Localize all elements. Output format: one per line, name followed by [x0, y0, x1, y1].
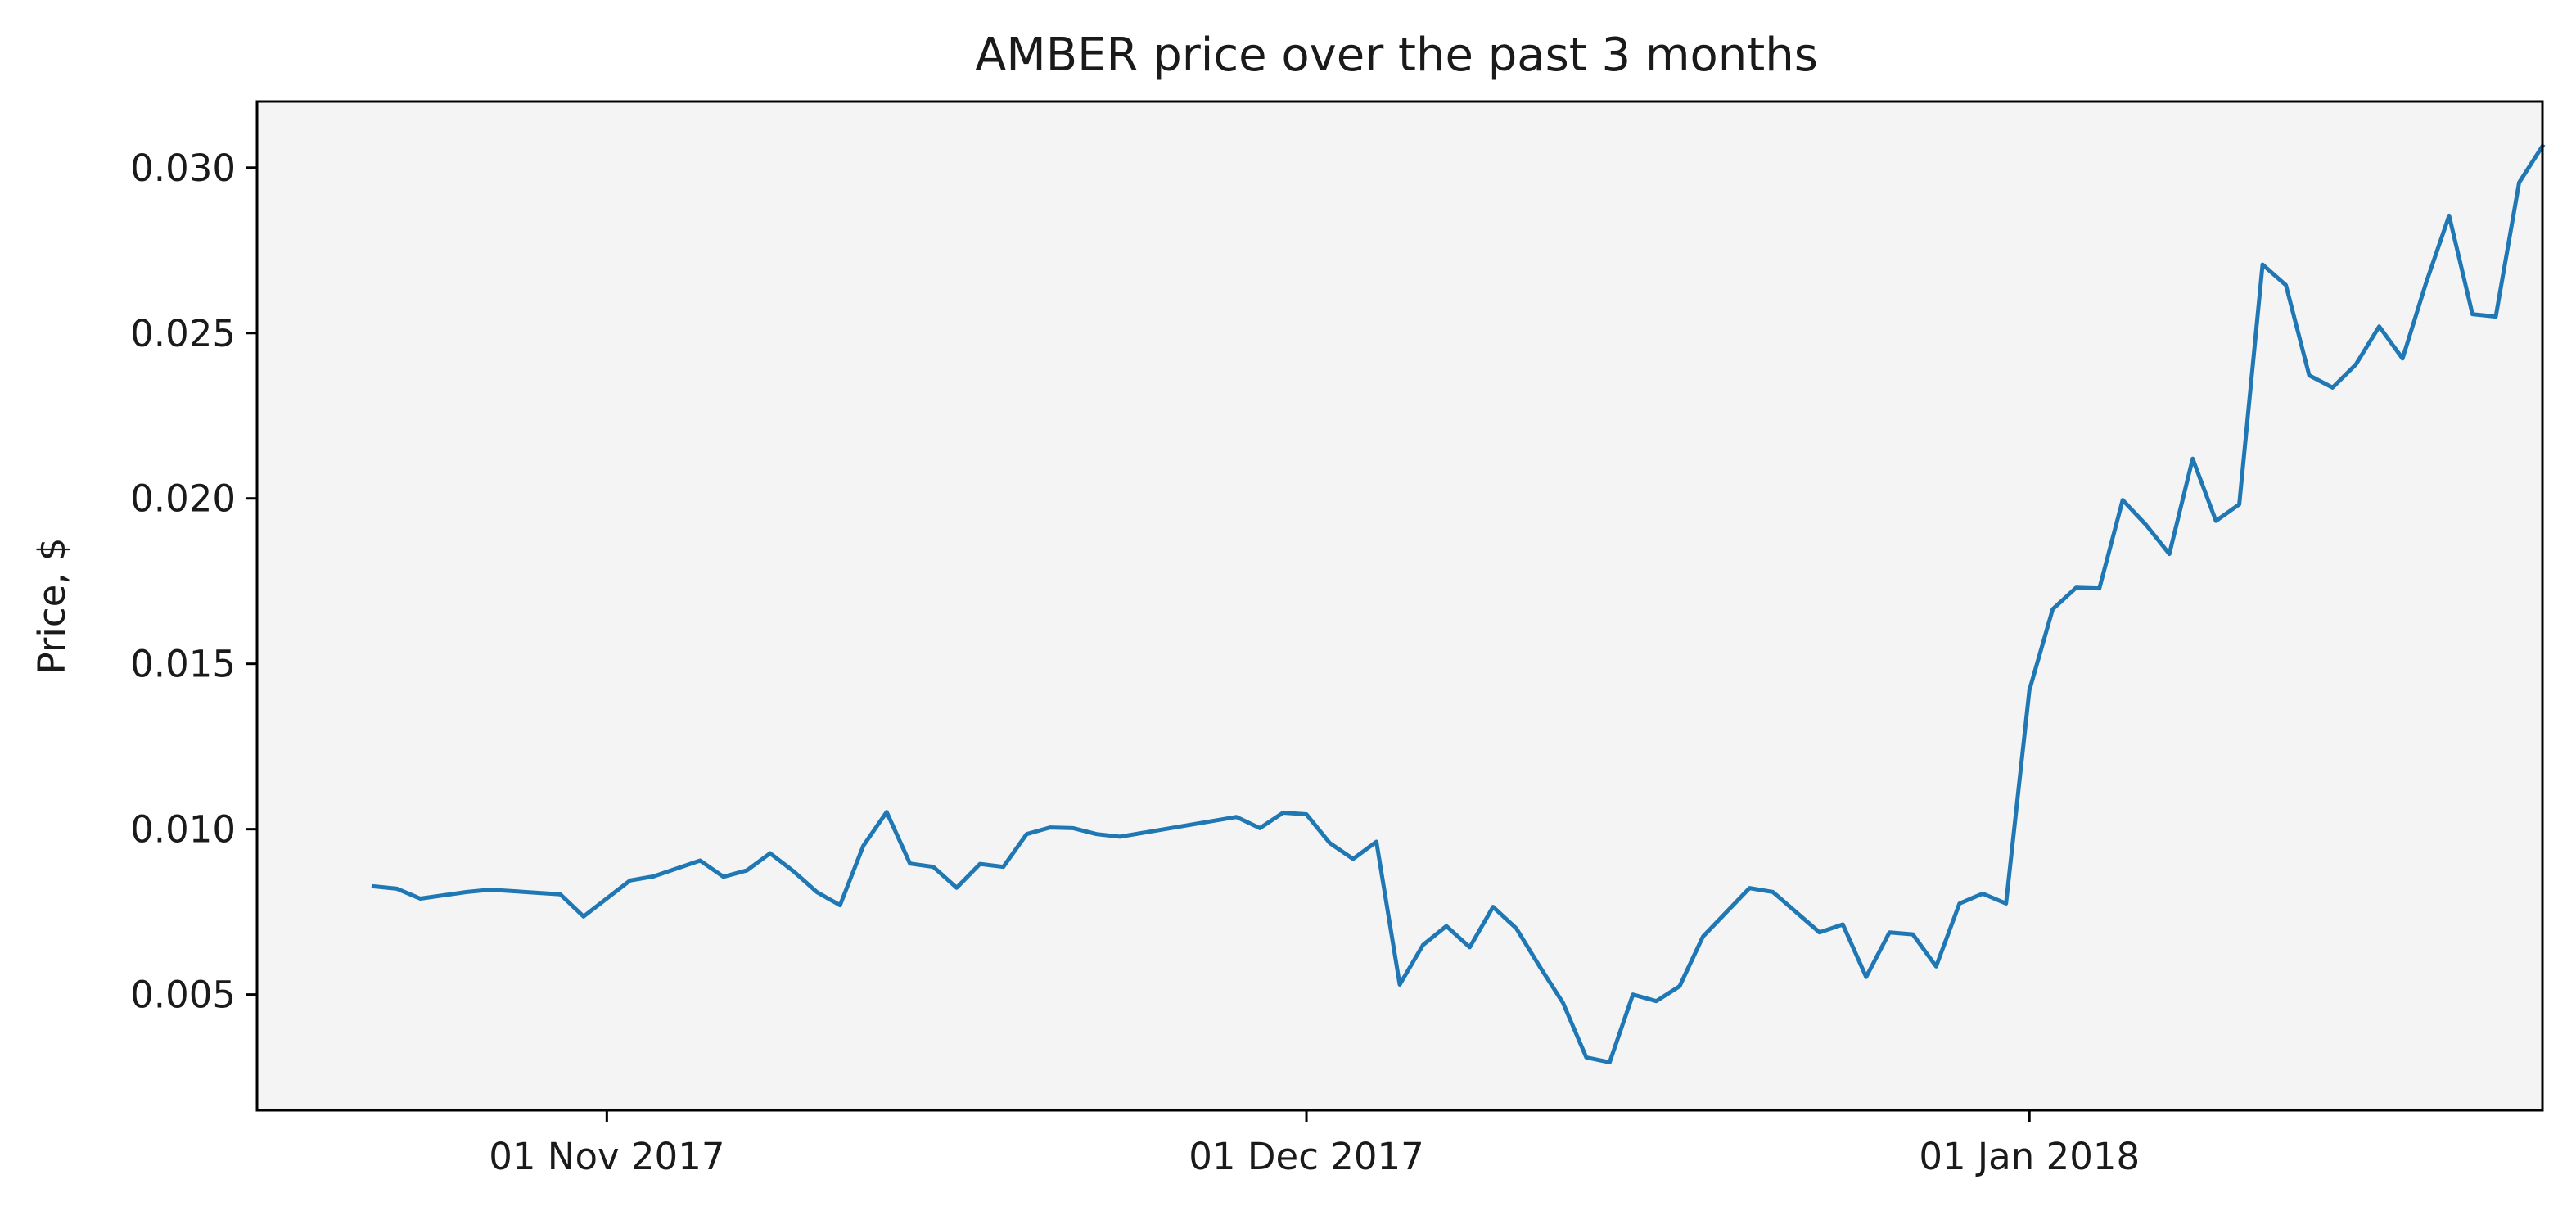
price-series-line	[371, 143, 2546, 1064]
y-tick-label: 0.030	[130, 147, 236, 190]
y-tick-label: 0.010	[130, 808, 236, 852]
y-tick-label: 0.005	[130, 974, 236, 1017]
y-tick-label: 0.025	[130, 312, 236, 355]
plot-area	[257, 102, 2542, 1110]
x-axis-ticks: 01 Nov 2017 01 Dec 2017 01 Jan 2018	[489, 1110, 2140, 1178]
y-axis-label: Price, $	[30, 537, 74, 674]
y-tick-label: 0.015	[130, 643, 236, 686]
y-tick-label: 0.020	[130, 477, 236, 521]
plot-frame	[255, 100, 2544, 1112]
x-tick-label: 01 Dec 2017	[1189, 1135, 1423, 1178]
x-tick-label: 01 Jan 2018	[1919, 1135, 2140, 1178]
x-tick-label: 01 Nov 2017	[489, 1135, 724, 1178]
y-axis-ticks: 0.005 0.010 0.015 0.020 0.025 0.030	[130, 147, 257, 1017]
chart-title: AMBER price over the past 3 months	[975, 29, 1818, 82]
